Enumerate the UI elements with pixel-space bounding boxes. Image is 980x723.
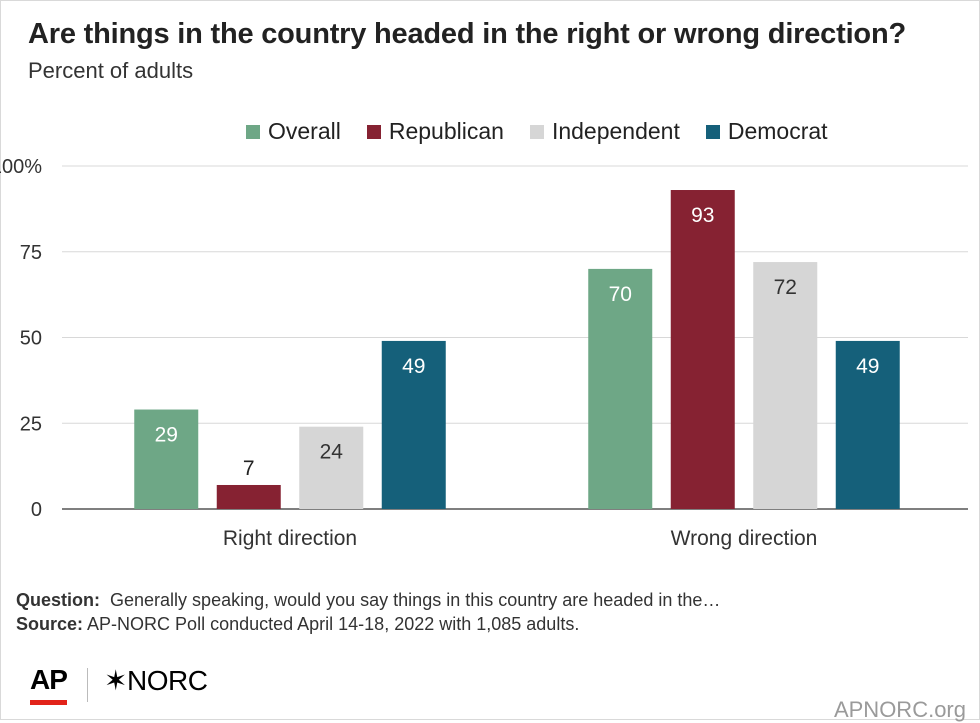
data-label: 93 — [691, 204, 714, 227]
logo-divider — [87, 668, 88, 702]
ap-logo-underline — [30, 700, 67, 705]
source-note: Source: AP-NORC Poll conducted April 14-… — [16, 612, 720, 636]
data-label: 29 — [155, 424, 178, 447]
ap-logo: AP — [30, 664, 68, 695]
legend-swatch — [246, 124, 260, 139]
question-text: Generally speaking, would you say things… — [110, 590, 721, 610]
y-tick-label: 100% — [0, 156, 42, 178]
bar-democrat — [381, 340, 446, 509]
legend: Overall Republican Independent Democrat — [246, 118, 854, 145]
bar-independent — [299, 426, 364, 509]
data-label: 70 — [609, 283, 632, 306]
legend-label: Democrat — [727, 118, 828, 144]
legend-item-independent: Independent — [529, 118, 680, 145]
legend-label: Republican — [388, 118, 504, 144]
bar-republican — [670, 190, 735, 509]
chart-subtitle: Percent of adults — [28, 58, 194, 83]
data-label: 24 — [320, 441, 344, 464]
data-label: 72 — [774, 276, 797, 299]
bar-overall — [134, 409, 199, 509]
question-note: Question: Generally speaking, would you … — [16, 588, 720, 612]
legend-item-republican: Republican — [366, 118, 504, 145]
data-label: 7 — [243, 457, 255, 480]
legend-label: Independent — [551, 118, 680, 144]
source-text: AP-NORC Poll conducted April 14-18, 2022… — [87, 614, 580, 634]
y-tick-label: 75 — [20, 242, 42, 264]
bar-republican — [216, 484, 281, 509]
y-tick-label: 25 — [20, 413, 42, 435]
legend-item-overall: Overall — [246, 118, 341, 145]
source-label: Source: — [16, 614, 84, 634]
x-category-label: Wrong direction — [671, 527, 818, 550]
y-tick-label: 0 — [31, 499, 42, 521]
bar-independent — [753, 262, 818, 509]
norc-star-icon: ✶ — [104, 665, 127, 696]
legend-swatch — [705, 124, 720, 139]
y-tick-label: 50 — [20, 328, 42, 350]
legend-label: Overall — [268, 118, 341, 144]
legend-item-democrat: Democrat — [705, 118, 828, 145]
site-link[interactable]: APNORC.org — [833, 697, 966, 722]
bar-chart: 0 25 50 75 100% 29 7 24 49 Right direction 70 93 72 4… — [0, 156, 968, 550]
question-label: Question: — [16, 590, 100, 610]
bar-overall — [588, 268, 653, 509]
x-category-label: Right direction — [223, 527, 357, 550]
norc-logo: ✶NORC — [104, 664, 208, 697]
legend-swatch — [366, 124, 381, 139]
data-label: 49 — [402, 355, 425, 378]
norc-logo-text: NORC — [126, 665, 208, 696]
data-label: 49 — [856, 355, 879, 378]
legend-swatch — [529, 124, 544, 139]
bar-democrat — [835, 340, 900, 509]
chart-notes: Question: Generally speaking, would you … — [16, 588, 720, 636]
chart-title: Are things in the country headed in the … — [28, 18, 906, 50]
